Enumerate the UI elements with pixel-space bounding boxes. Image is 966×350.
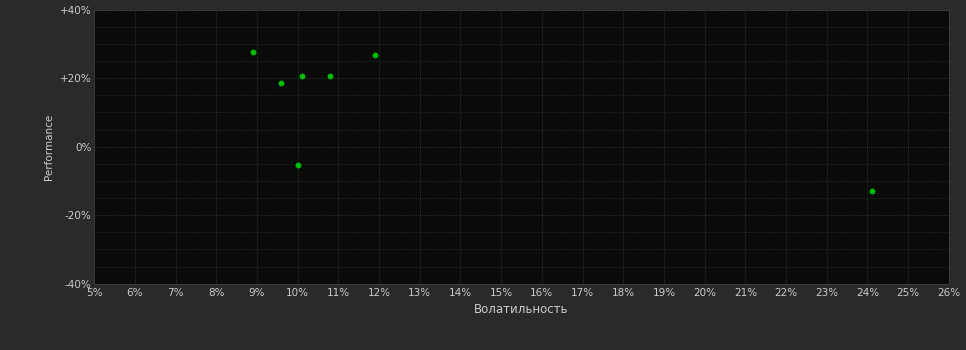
Point bbox=[273, 80, 289, 86]
Point bbox=[323, 74, 338, 79]
Point bbox=[245, 50, 261, 55]
Point bbox=[290, 163, 305, 168]
Point bbox=[294, 74, 309, 79]
X-axis label: Волатильность: Волатильность bbox=[474, 303, 569, 316]
Point bbox=[367, 52, 383, 58]
Y-axis label: Performance: Performance bbox=[44, 113, 54, 180]
Point bbox=[864, 188, 879, 193]
